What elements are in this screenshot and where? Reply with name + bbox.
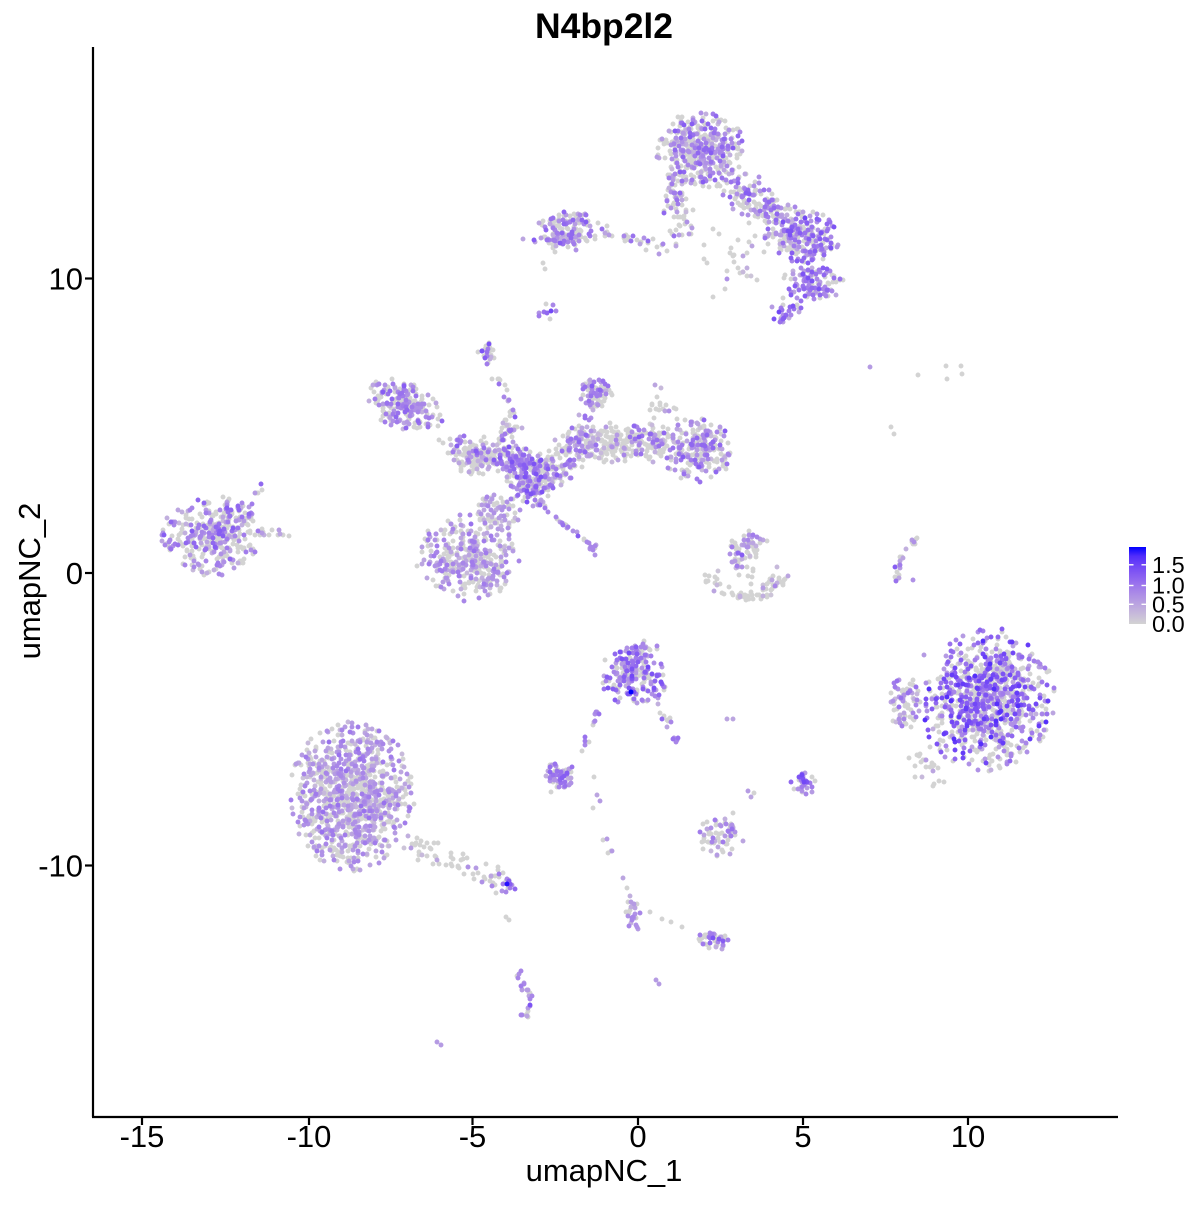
svg-text:5: 5 bbox=[794, 1119, 811, 1154]
svg-text:0.5: 0.5 bbox=[1152, 592, 1185, 618]
svg-text:N4bp2l2: N4bp2l2 bbox=[535, 6, 673, 46]
svg-text:-15: -15 bbox=[120, 1119, 165, 1154]
svg-text:10: 10 bbox=[951, 1119, 985, 1154]
svg-text:1.5: 1.5 bbox=[1152, 552, 1185, 578]
svg-text:0.0: 0.0 bbox=[1152, 611, 1185, 637]
svg-text:0: 0 bbox=[629, 1119, 646, 1154]
svg-text:-10: -10 bbox=[38, 849, 83, 884]
svg-text:-10: -10 bbox=[287, 1119, 332, 1154]
svg-text:1.0: 1.0 bbox=[1152, 573, 1185, 599]
svg-text:0: 0 bbox=[66, 556, 83, 591]
svg-text:10: 10 bbox=[49, 262, 83, 297]
svg-text:umapNC_2: umapNC_2 bbox=[12, 503, 47, 660]
svg-text:umapNC_1: umapNC_1 bbox=[526, 1153, 683, 1188]
svg-text:-5: -5 bbox=[459, 1119, 487, 1154]
